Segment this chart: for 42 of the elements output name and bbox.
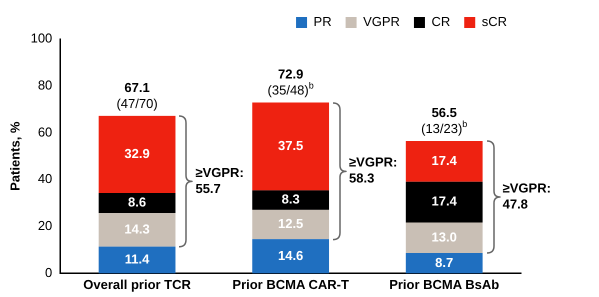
data-label: 13.0	[432, 229, 457, 244]
y-tick-label: 100	[30, 30, 52, 46]
data-label: 12.5	[278, 216, 304, 232]
annotation: ≥VGPR: 58.3	[349, 154, 398, 186]
data-label: 14.6	[278, 248, 304, 263]
data-label: 8.3	[282, 192, 300, 207]
data-label: 8.7	[435, 254, 454, 270]
bar	[252, 210, 330, 240]
y-tick-label: 20	[38, 218, 52, 234]
data-label: 11.4	[124, 252, 150, 267]
bar	[406, 140, 483, 182]
bar	[98, 193, 176, 214]
x-tick-label: Prior BCMA CAR-T	[232, 276, 349, 292]
y-axis-title: Patients, %	[7, 121, 22, 191]
data-label: 32.9	[124, 146, 150, 162]
legend-label: VGPR	[363, 14, 400, 30]
y-tick-label: 80	[38, 77, 52, 92]
bar	[406, 253, 483, 274]
data-label: 14.3	[124, 221, 150, 236]
x-tick-label: Overall prior TCR	[83, 276, 192, 292]
annotation: ≥VGPR: 47.8	[502, 180, 551, 212]
data-label: 17.4	[432, 152, 458, 168]
data-label: 17.4	[432, 194, 458, 209]
bar	[98, 246, 176, 274]
y-tick-label: 60	[38, 124, 52, 140]
y-tick-label: 40	[38, 171, 52, 186]
data-label: 8.6	[128, 194, 146, 210]
bar	[406, 182, 483, 223]
data-label: 37.5	[278, 138, 304, 154]
legend-label: PR	[314, 14, 332, 30]
bar	[98, 116, 176, 193]
legend-label: sCR	[482, 14, 508, 30]
bar	[252, 102, 330, 190]
x-tick-label: Prior BCMA BsAb	[389, 276, 500, 292]
y-tick-label: 0	[45, 264, 52, 280]
annotation: ≥VGPR: 55.7	[195, 164, 244, 196]
bar	[252, 239, 330, 274]
legend-label: CR	[431, 14, 450, 30]
bar	[406, 222, 483, 254]
total-label: 67.1 (47/70)	[116, 80, 158, 111]
bar	[98, 213, 176, 247]
bar	[252, 190, 330, 210]
